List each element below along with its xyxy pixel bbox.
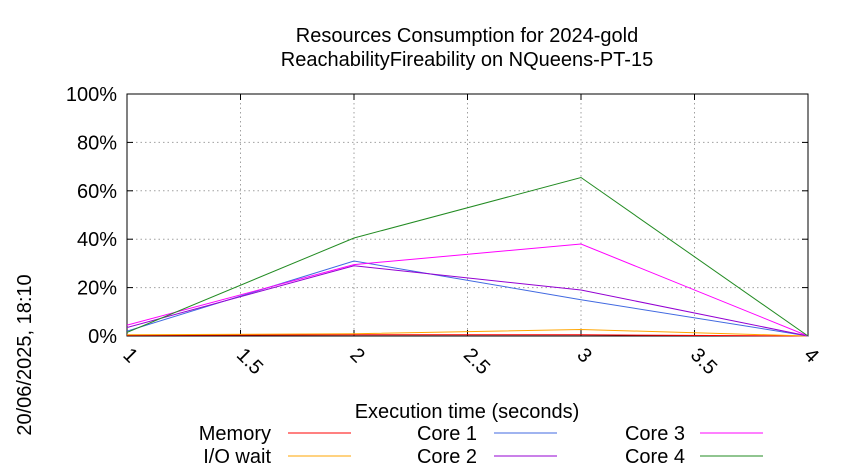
x-tick-label: 4 <box>799 344 822 367</box>
x-tick-label: 1 <box>118 344 141 367</box>
y-tick-label: 40% <box>77 229 117 251</box>
series-line-core-3 <box>126 243 809 337</box>
timestamp-label: 20/06/2025, 18:10 <box>14 274 36 435</box>
legend-label-core-2: Core 2 <box>417 446 477 468</box>
grid-lines <box>127 94 808 336</box>
series-line-memory <box>126 334 809 337</box>
x-tick-label: 3.5 <box>686 344 721 379</box>
y-tick-label: 0% <box>88 326 117 348</box>
chart-title-line-2: ReachabilityFireability on NQueens-PT-15 <box>281 49 653 71</box>
series-line-core-2 <box>126 265 809 337</box>
x-tick-label: 1.5 <box>232 344 267 379</box>
x-axis-label: Execution time (seconds) <box>355 401 580 423</box>
x-tick-label: 3 <box>572 344 595 367</box>
legend-label-i-o-wait: I/O wait <box>203 446 271 468</box>
series-line-core-4 <box>126 176 809 337</box>
x-tick-label: 2 <box>345 344 368 367</box>
legend-label-core-1: Core 1 <box>417 423 477 445</box>
legend-label-memory: Memory <box>199 423 271 445</box>
legend-label-core-4: Core 4 <box>625 446 685 468</box>
y-tick-label: 60% <box>77 181 117 203</box>
series-line-core-1 <box>126 260 809 337</box>
x-tick-label: 2.5 <box>459 344 494 379</box>
chart-title-line-1: Resources Consumption for 2024-gold <box>296 25 638 47</box>
y-tick-label: 80% <box>77 132 117 154</box>
series-lines <box>126 176 809 337</box>
series-line-i-o-wait <box>126 328 809 337</box>
legend-label-core-3: Core 3 <box>625 423 685 445</box>
y-tick-label: 20% <box>77 278 117 300</box>
y-tick-label: 100% <box>66 84 117 106</box>
